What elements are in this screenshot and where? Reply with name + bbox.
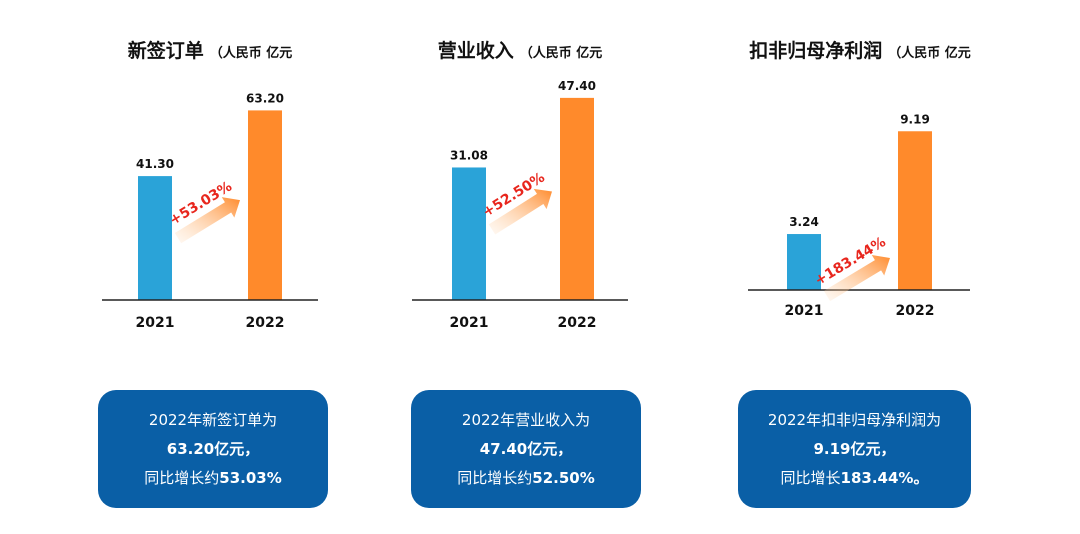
chart-panel-revenue: 营业收入 （人民币 亿元 31.08 2021 47.40 2022 +52.50%: [370, 0, 670, 534]
chart-title-text: 新签订单: [127, 40, 204, 62]
chart-title-text: 营业收入: [437, 40, 514, 62]
summary-line-3: 同比增长约53.03%: [98, 464, 328, 493]
summary-growth-value: 52.50%: [532, 469, 595, 487]
bar-2021: [787, 234, 821, 290]
summary-line-3: 同比增长约52.50%: [411, 464, 641, 493]
chart-title: 扣非归母净利润 （人民币 亿元: [710, 36, 1010, 63]
summary-box-net-profit: 2022年扣非归母净利润为 9.19亿元， 同比增长183.44%。: [738, 390, 971, 508]
chart-unit: （人民币 亿元: [519, 46, 603, 61]
value-label-2022: 9.19: [900, 112, 930, 126]
growth-arrow: [488, 188, 552, 235]
chart-unit: （人民币 亿元: [888, 46, 971, 61]
bar-2022: [898, 131, 932, 290]
summary-growth-prefix: 同比增长约: [457, 469, 533, 487]
bar-2021: [138, 176, 172, 300]
category-label-2022: 2022: [896, 303, 935, 319]
summary-growth-prefix: 同比增长约: [144, 469, 220, 487]
summary-line-2: 9.19亿元，: [813, 440, 896, 458]
bar-2022: [560, 97, 594, 300]
value-label-2021: 41.30: [136, 157, 174, 171]
summary-line-3: 同比增长183.44%。: [738, 464, 971, 493]
chart-title-text: 扣非归母净利润: [749, 40, 883, 62]
category-label-2021: 2021: [136, 315, 175, 331]
summary-box-revenue: 2022年营业收入为 47.40亿元， 同比增长约52.50%: [411, 390, 641, 508]
summary-line-1: 2022年扣非归母净利润为: [767, 411, 942, 429]
category-label-2021: 2021: [450, 315, 489, 331]
value-label-2021: 3.24: [789, 215, 819, 229]
summary-box-new-orders: 2022年新签订单为 63.20亿元， 同比增长约53.03%: [98, 390, 328, 508]
chart-panel-net-profit: 扣非归母净利润 （人民币 亿元 3.24 2021 9.19 2022 +183.44%: [710, 0, 1010, 534]
chart-title: 营业收入 （人民币 亿元: [370, 36, 670, 63]
summary-growth-value: 53.03%: [219, 469, 282, 487]
chart-panel-new-orders: 新签订单 （人民币 亿元 41.30 2021 63.20 2022 +53.03%: [60, 0, 360, 534]
chart-title: 新签订单 （人民币 亿元: [60, 36, 360, 63]
summary-line-2: 47.40亿元，: [479, 440, 573, 458]
category-label-2021: 2021: [785, 303, 824, 319]
summary-line-1: 2022年营业收入为: [461, 411, 591, 429]
value-label-2022: 63.20: [246, 91, 284, 105]
summary-line-2: 63.20亿元，: [166, 440, 260, 458]
summary-growth-value: 183.44%。: [840, 469, 929, 487]
chart-unit: （人民币 亿元: [209, 46, 293, 61]
bar-2022: [248, 110, 282, 301]
value-label-2021: 31.08: [450, 148, 488, 162]
growth-arrow: [174, 197, 240, 244]
summary-line-1: 2022年新签订单为: [148, 411, 278, 429]
summary-growth-prefix: 同比增长: [780, 469, 841, 487]
category-label-2022: 2022: [558, 315, 597, 331]
category-label-2022: 2022: [246, 315, 285, 331]
bar-2021: [452, 167, 486, 300]
value-label-2022: 47.40: [558, 79, 596, 93]
growth-arrow: [823, 254, 890, 302]
